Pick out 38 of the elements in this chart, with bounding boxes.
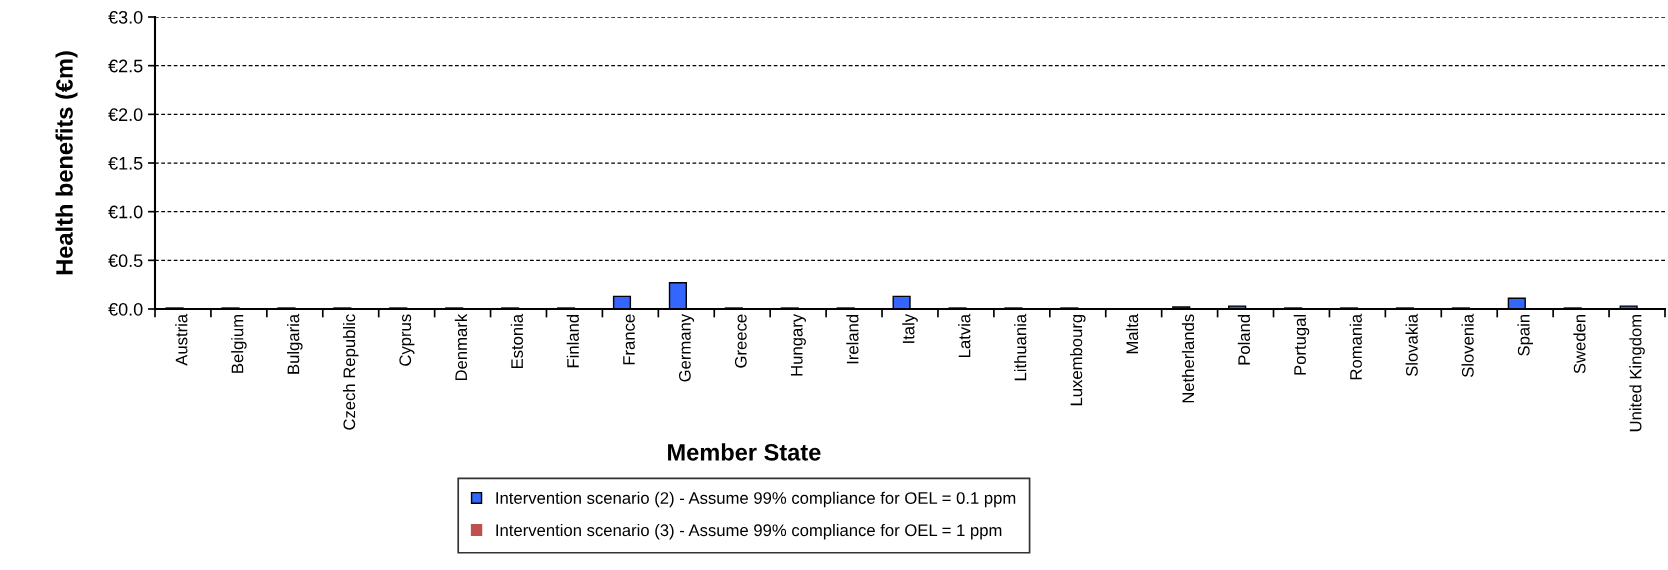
x-tick-label: Austria [175, 313, 188, 366]
y-tick-label: €1.5 [108, 156, 143, 170]
x-tick-label: Spain [1517, 314, 1533, 356]
x-tick-label: Sweden [1573, 314, 1586, 374]
x-tick-label: Denmark [454, 313, 468, 381]
x-tick-label: United Kingdom [1629, 314, 1645, 432]
x-tick-label: Italy [902, 313, 918, 343]
y-tick-label: €0.0 [108, 302, 143, 316]
x-tick-label: Slovakia [1405, 313, 1418, 377]
legend-label: Intervention scenario (3) - Assume 99% compliance for OEL = 1 ppm [496, 523, 1002, 540]
x-tick-label: Bulgaria [287, 313, 303, 374]
x-tick-label: Luxembourg [1070, 314, 1086, 406]
x-tick-label: Hungary [790, 313, 806, 376]
x-tick-label: Latvia [958, 313, 971, 357]
y-tick-label: €0.5 [108, 254, 143, 268]
y-tick-label: €3.0 [108, 10, 143, 24]
x-axis-title: Member State [668, 443, 821, 461]
x-tick-label: Greece [734, 314, 747, 368]
y-tick-label: €2.5 [108, 59, 143, 73]
x-tick-label: Czech Republic [342, 314, 359, 430]
x-tick-label: Netherlands [1181, 314, 1195, 403]
legend-label: Intervention scenario (2) - Assume 99% compliance for OEL = 0.1 ppm [496, 491, 1016, 508]
x-tick-label: Malta [1125, 313, 1139, 354]
x-tick-label: Portugal [1293, 314, 1310, 375]
x-tick-label: France [623, 314, 635, 365]
y-tick-label: €1.0 [108, 205, 143, 219]
x-tick-label: Romania [1349, 313, 1362, 380]
x-tick-label: Poland [1237, 314, 1251, 365]
x-tick-label: Estonia [510, 313, 523, 369]
x-tick-label: Lithuania [1014, 313, 1027, 381]
x-tick-label: Germany [678, 313, 695, 382]
y-tick-label: €2.0 [108, 108, 143, 122]
x-tick-label: Finland [566, 314, 579, 368]
x-tick-label: Belgium [231, 314, 247, 373]
x-tick-label: Slovenia [1461, 313, 1474, 378]
y-axis-title: Health benefits (€m) [55, 51, 78, 275]
x-tick-label: Ireland [846, 314, 859, 364]
x-tick-label: Cyprus [399, 314, 415, 366]
